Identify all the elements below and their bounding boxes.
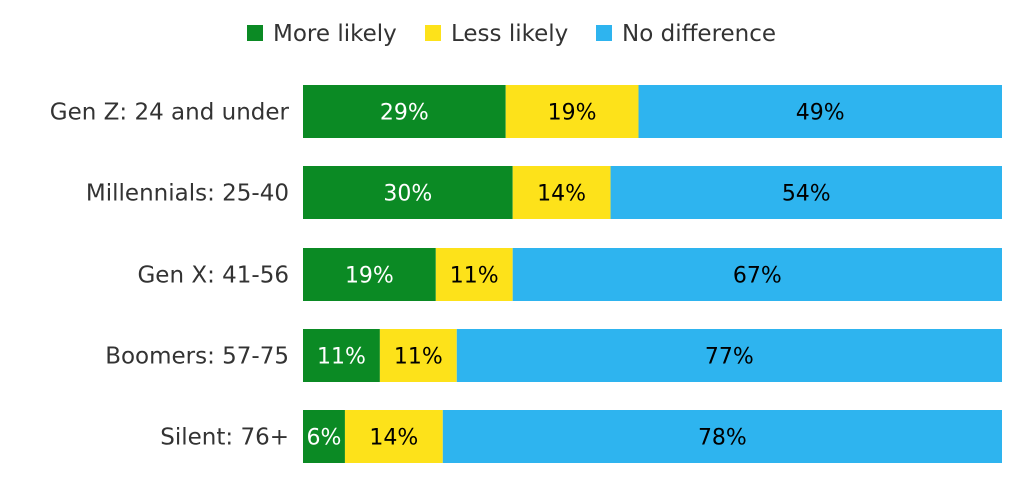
category-label: Gen Z: 24 and under [50,100,290,126]
bar-segment-more-likely [303,166,513,219]
bar-segment-no-difference [512,248,1002,301]
data-label: 14% [537,182,586,207]
bar-segment-less-likely [505,85,639,138]
bar-segment-less-likely [344,410,443,463]
category-label: Millennials: 25-40 [86,181,289,207]
data-label: 14% [369,426,418,451]
category-label: Boomers: 57-75 [105,344,289,370]
bar-row-boomers-57-75: Boomers: 57-75 11% 11% 77% [105,329,1002,382]
data-label: 29% [380,101,429,126]
data-label: 11% [394,345,443,370]
data-label: 30% [383,182,432,207]
data-label: 78% [698,426,747,451]
legend-swatch-less-likely [425,25,441,41]
data-label: 11% [317,345,366,370]
bar-segment-less-likely [512,166,611,219]
bar-segment-more-likely [303,329,380,382]
data-label: 19% [548,101,597,126]
legend-label-less-likely: Less likely [451,21,568,47]
data-label: 6% [307,426,342,451]
data-label: 11% [450,264,499,289]
bar-segment-less-likely [435,248,513,301]
data-label: 49% [796,101,845,126]
bar-segment-more-likely [303,248,436,301]
data-label: 77% [705,345,754,370]
legend-swatch-more-likely [247,25,263,41]
bar-segment-no-difference [442,410,1002,463]
bar-row-gen-x-41-56: Gen X: 41-56 19% 11% 67% [137,248,1002,301]
bar-row-millennials-25-40: Millennials: 25-40 30% 14% 54% [86,166,1002,219]
legend-label-no-difference: No difference [622,21,776,47]
category-label: Gen X: 41-56 [137,263,289,289]
bar-segment-more-likely [303,410,345,463]
data-label: 19% [345,264,394,289]
bar-segment-no-difference [456,329,1002,382]
bar-segment-more-likely [303,85,506,138]
legend-label-more-likely: More likely [273,21,397,47]
chart-legend: More likely Less likely No difference [247,21,776,47]
data-label: 54% [782,182,831,207]
bar-row-silent-76: Silent: 76+ 6% 14% 78% [160,410,1002,463]
bar-row-gen-z-24-and-under: Gen Z: 24 and under 29% 19% 49% [50,85,1002,138]
bar-segment-no-difference [610,166,1002,219]
bar-segment-less-likely [379,329,457,382]
data-label: 67% [733,264,782,289]
chart-rows: Gen Z: 24 and under 29% 19% 49% Millennials:… [50,85,1002,463]
legend-swatch-no-difference [596,25,612,41]
bar-segment-no-difference [638,85,1002,138]
category-label: Silent: 76+ [160,425,289,451]
